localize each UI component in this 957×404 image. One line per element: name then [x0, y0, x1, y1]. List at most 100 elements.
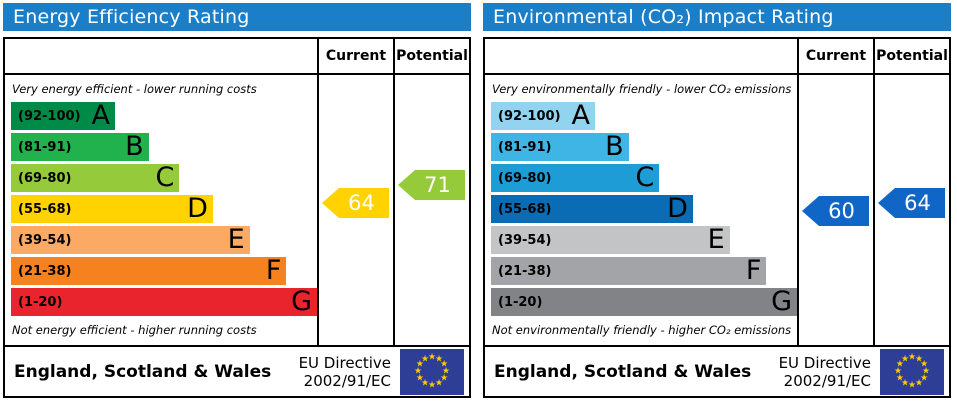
- eu-star-icon: ★: [434, 353, 444, 364]
- band-b: (81-91) B: [491, 133, 629, 161]
- band-a: (92-100) A: [11, 100, 116, 131]
- table-header-row: Current Potential: [5, 39, 469, 75]
- band-letter: B: [605, 131, 624, 162]
- band-letter: F: [265, 255, 282, 286]
- eu-star-icon: ★: [893, 366, 903, 376]
- band-range-label: (92-100): [18, 108, 81, 124]
- band-d: (55-68) D: [11, 195, 213, 223]
- bottom-caption: Not environmentally friendly - higher CO…: [492, 323, 792, 337]
- band-range-label: (21-38): [18, 263, 72, 279]
- eu-star-icon: ★: [413, 366, 423, 376]
- eu-star-icon: ★: [415, 359, 424, 369]
- band-letter: G: [291, 286, 312, 317]
- band-letter: B: [125, 131, 144, 162]
- potential-column-header: Potential: [873, 39, 949, 73]
- eu-star-icon: ★: [420, 353, 430, 364]
- eu-directive-label: EU Directive 2002/91/EC: [299, 354, 391, 390]
- current-column: 60: [797, 75, 873, 345]
- eu-directive-line1: EU Directive: [778, 353, 871, 372]
- band-letter: D: [187, 193, 208, 224]
- potential-column: 71: [393, 75, 469, 345]
- band-d: (55-68) D: [491, 195, 693, 223]
- potential-rating-arrow: 71: [398, 170, 465, 200]
- eu-star-icon: ★: [921, 366, 931, 376]
- band-range-label: (55-68): [18, 201, 72, 217]
- eu-flag-icon: ★ ★ ★ ★ ★ ★ ★ ★ ★ ★ ★ ★: [880, 348, 944, 395]
- eu-star-icon: ★: [907, 352, 917, 362]
- band-letter: F: [745, 255, 762, 286]
- panel-footer: England, Scotland & Wales EU Directive 2…: [483, 345, 951, 398]
- band-letter: E: [227, 224, 245, 255]
- current-rating-value: 60: [828, 199, 855, 223]
- band-f: (21-38) F: [491, 255, 767, 286]
- environmental-impact-panel: Environmental (CO₂) Impact Rating Curren…: [483, 3, 951, 401]
- band-letter: A: [91, 100, 111, 131]
- top-caption: Very energy efficient - lower running co…: [12, 82, 257, 96]
- band-a: (92-100) A: [491, 100, 596, 131]
- band-g: (1-20) G: [491, 288, 797, 316]
- top-caption: Very environmentally friendly - lower CO…: [492, 82, 792, 96]
- band-range-label: (39-54): [498, 232, 552, 248]
- band-letter: E: [707, 224, 725, 255]
- current-rating-arrow: 60: [802, 196, 869, 226]
- band-f: (21-38) F: [11, 255, 287, 286]
- eu-flag-icon: ★ ★ ★ ★ ★ ★ ★ ★ ★ ★ ★ ★: [400, 348, 464, 395]
- eu-star-icon: ★: [441, 366, 451, 376]
- potential-rating-value: 64: [904, 191, 931, 215]
- band-range-label: (1-20): [18, 294, 63, 310]
- panel-title: Environmental (CO₂) Impact Rating: [483, 3, 951, 31]
- band-g: (1-20) G: [11, 288, 317, 316]
- band-e: (39-54) E: [11, 226, 250, 254]
- energy-efficiency-panel: Energy Efficiency Rating Current Potenti…: [3, 3, 471, 401]
- eu-directive-line1: EU Directive: [298, 353, 391, 372]
- eu-star-icon: ★: [907, 380, 917, 390]
- eu-directive-line2: 2002/91/EC: [783, 371, 871, 390]
- band-area: Very energy efficient - lower running co…: [5, 75, 317, 345]
- potential-column-header: Potential: [393, 39, 469, 73]
- potential-column: 64: [873, 75, 949, 345]
- header-spacer: [485, 39, 797, 73]
- band-letter: A: [571, 100, 591, 131]
- eu-star-icon: ★: [427, 380, 437, 390]
- eu-star-icon: ★: [900, 353, 910, 364]
- band-range-label: (69-80): [18, 170, 72, 186]
- bottom-caption: Not energy efficient - higher running co…: [12, 323, 257, 337]
- eu-directive-line2: 2002/91/EC: [303, 371, 391, 390]
- eu-star-icon: ★: [440, 373, 449, 383]
- potential-rating-arrow: 64: [878, 188, 945, 218]
- panel-footer: England, Scotland & Wales EU Directive 2…: [3, 345, 471, 398]
- panel-title: Energy Efficiency Rating: [3, 3, 471, 31]
- band-letter: D: [667, 193, 688, 224]
- band-letter: G: [771, 286, 792, 317]
- band-range-label: (39-54): [18, 232, 72, 248]
- band-range-label: (81-91): [18, 139, 72, 155]
- band-range-label: (69-80): [498, 170, 552, 186]
- eu-star-icon: ★: [420, 378, 430, 389]
- current-rating-arrow: 64: [322, 188, 389, 218]
- eu-star-icon: ★: [427, 352, 437, 362]
- band-range-label: (81-91): [498, 139, 552, 155]
- band-range-label: (1-20): [498, 294, 543, 310]
- band-e: (39-54) E: [491, 226, 730, 254]
- band-b: (81-91) B: [11, 133, 149, 161]
- eu-star-icon: ★: [914, 353, 924, 364]
- eu-star-icon: ★: [895, 373, 904, 383]
- band-letter: C: [635, 162, 655, 193]
- band-area: Very environmentally friendly - lower CO…: [485, 75, 797, 345]
- current-column-header: Current: [317, 39, 393, 73]
- eu-star-icon: ★: [920, 373, 929, 383]
- table-body: Very energy efficient - lower running co…: [5, 75, 469, 345]
- region-label: England, Scotland & Wales: [494, 361, 752, 382]
- eu-directive-label: EU Directive 2002/91/EC: [779, 354, 871, 390]
- table-body: Very environmentally friendly - lower CO…: [485, 75, 949, 345]
- band-range-label: (55-68): [498, 201, 552, 217]
- band-range-label: (92-100): [498, 108, 561, 124]
- band-range-label: (21-38): [498, 263, 552, 279]
- region-label: England, Scotland & Wales: [14, 361, 272, 382]
- header-spacer: [5, 39, 317, 73]
- eu-star-icon: ★: [914, 378, 924, 389]
- band-c: (69-80) C: [11, 162, 180, 193]
- band-letter: C: [155, 162, 175, 193]
- current-column-header: Current: [797, 39, 873, 73]
- table-header-row: Current Potential: [485, 39, 949, 75]
